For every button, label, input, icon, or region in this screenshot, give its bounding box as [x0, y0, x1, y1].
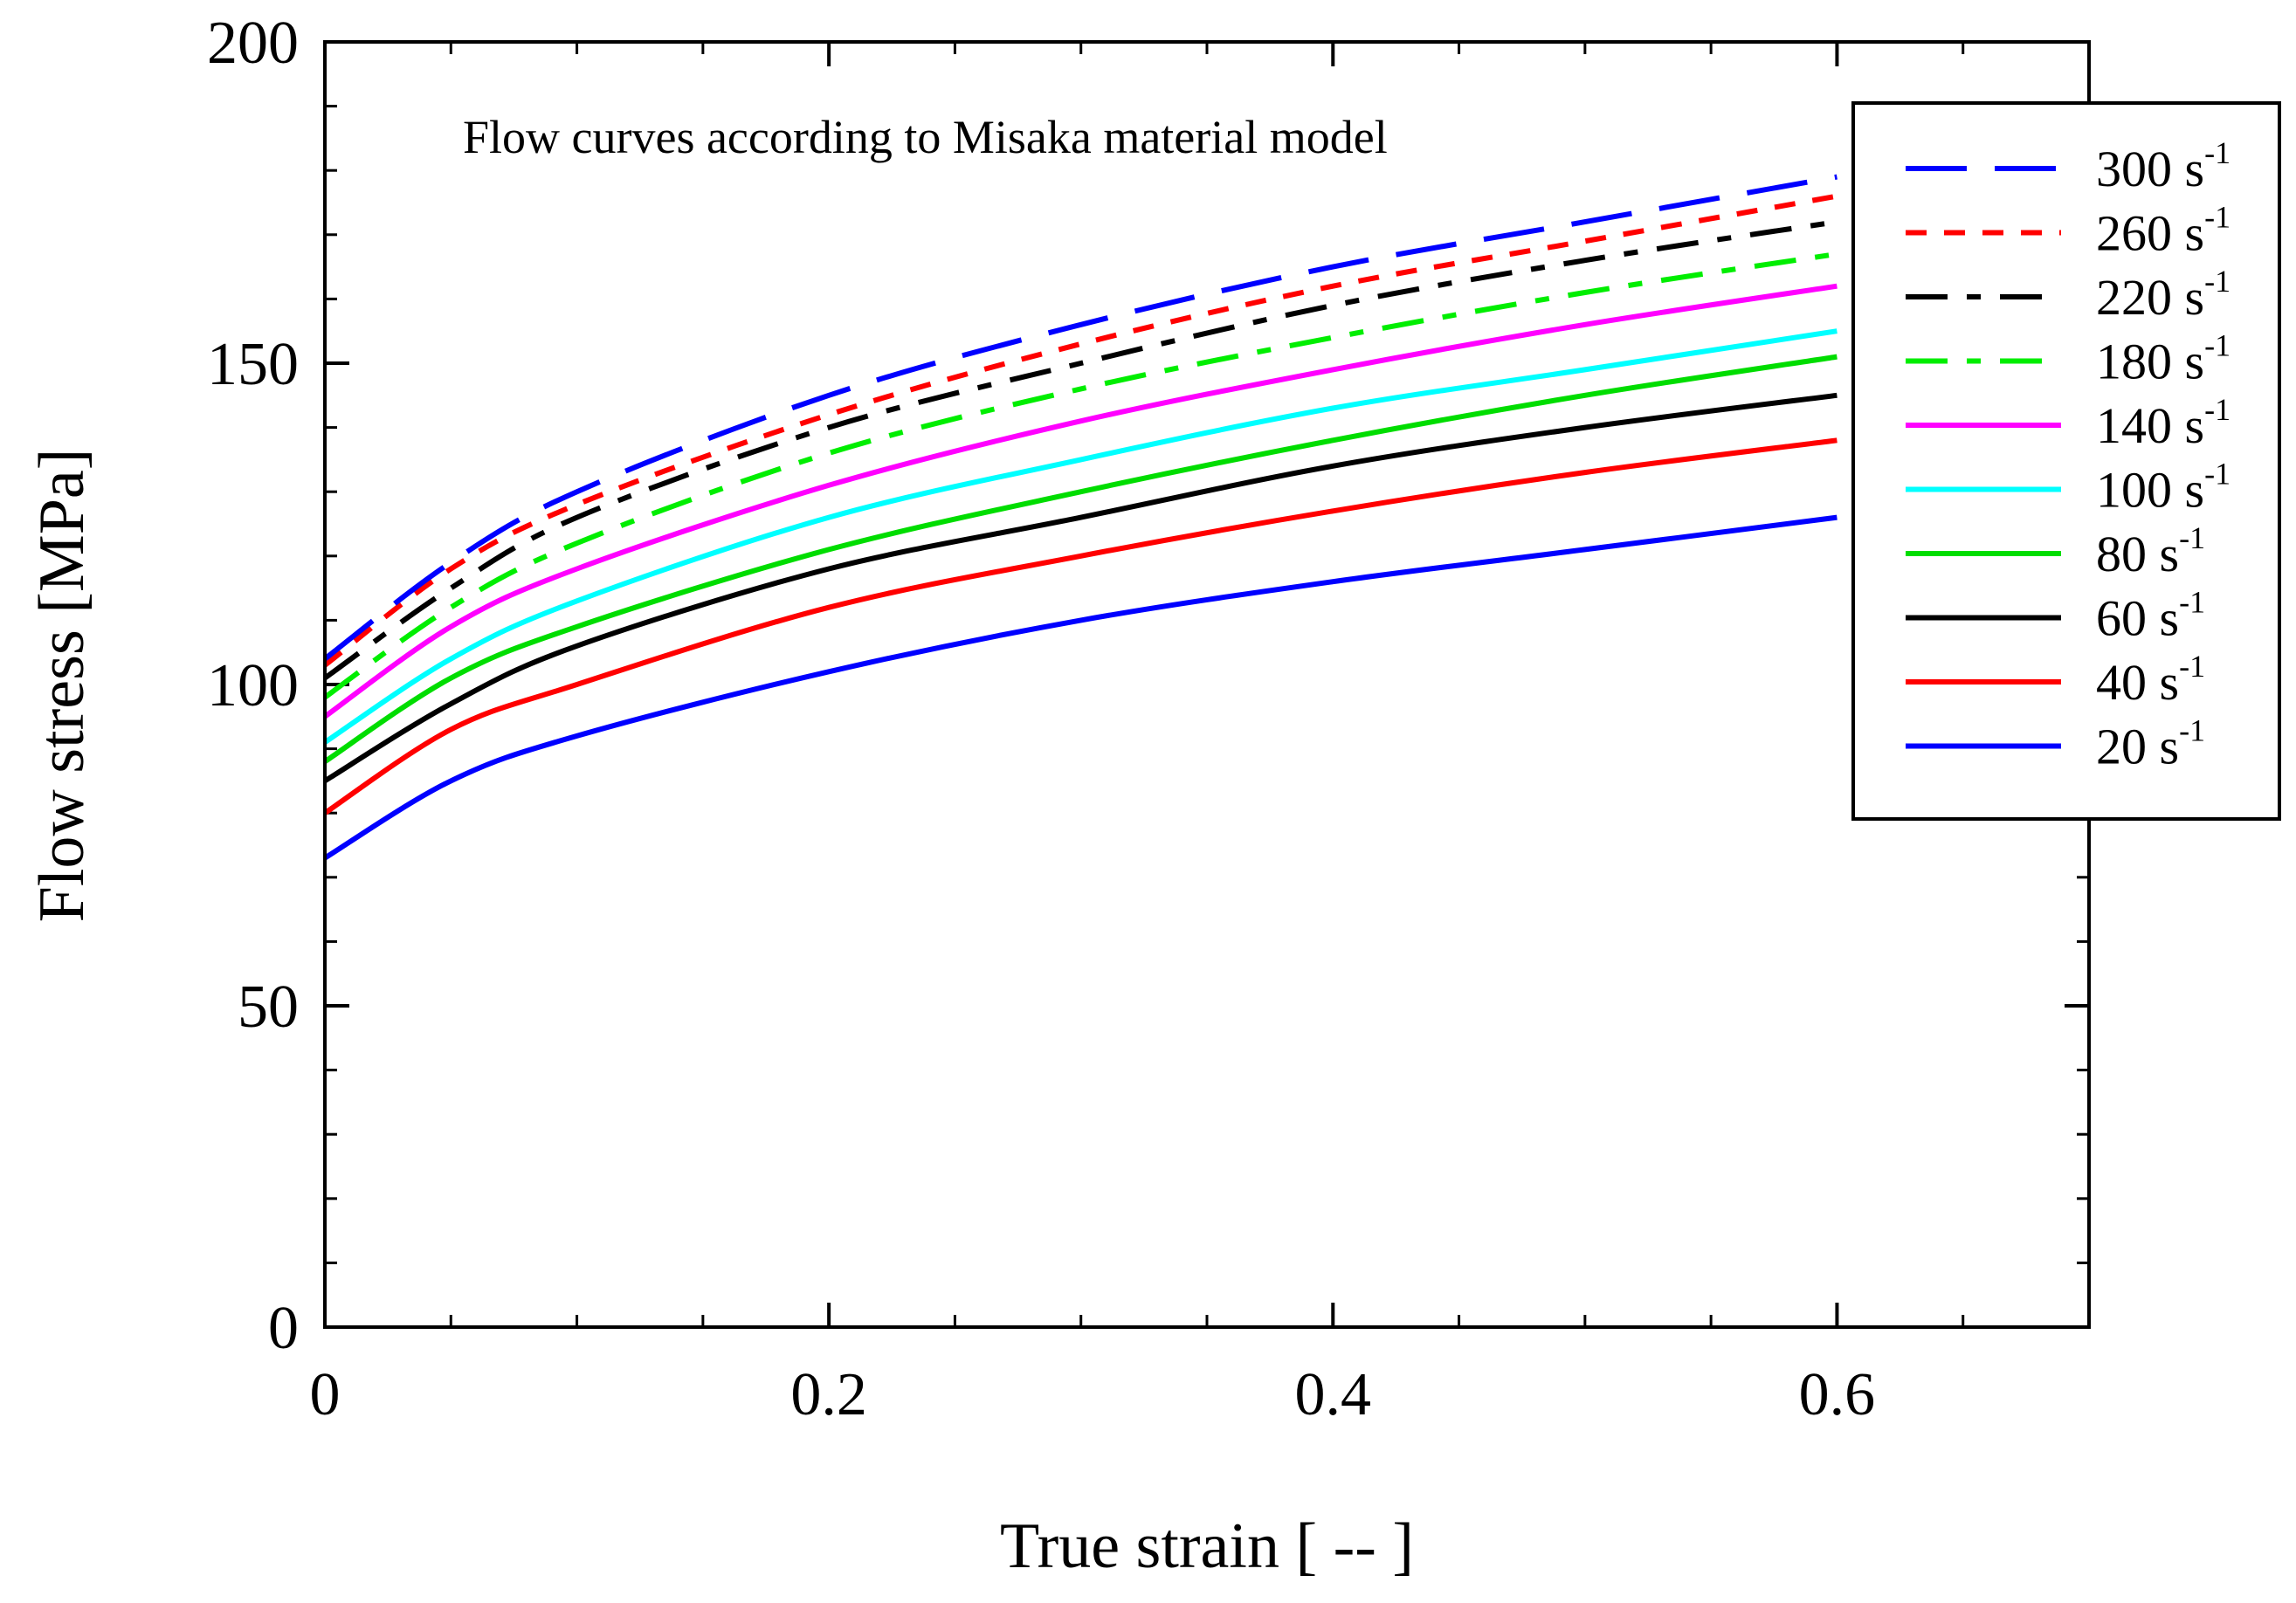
series-line-100	[323, 328, 1837, 745]
y-tick-label: 50	[238, 973, 299, 1041]
x-axis-title: True strain [ -- ]	[1000, 1510, 1414, 1582]
legend-label-100: 100 s-1	[2096, 457, 2230, 519]
y-axis-title: Flow stress [MPa]	[26, 449, 98, 923]
legend-box	[1851, 101, 2281, 821]
legend-label-180: 180 s-1	[2096, 328, 2230, 390]
y-tick-label: 200	[207, 10, 299, 77]
series-line-140	[323, 283, 1837, 719]
series-line-220	[323, 219, 1837, 681]
series-line-60	[323, 392, 1837, 783]
legend-label-300: 300 s-1	[2096, 135, 2230, 197]
legend-label-80: 80 s-1	[2096, 520, 2205, 582]
legend-label-220: 220 s-1	[2096, 264, 2230, 326]
x-tick-label: 0.6	[1799, 1361, 1876, 1428]
x-tick-label: 0.4	[1295, 1361, 1372, 1428]
legend-label-140: 140 s-1	[2096, 392, 2230, 454]
y-tick-labels: 0 50 100 150 200	[207, 10, 299, 1362]
y-tick-label: 100	[207, 652, 299, 719]
series-line-80	[323, 354, 1837, 764]
series-line-260	[323, 193, 1837, 668]
series-line-40	[323, 437, 1837, 815]
chart-title: Flow curves according to Misaka material…	[463, 111, 1388, 163]
x-tick-label: 0.2	[790, 1361, 867, 1428]
series-line-300	[323, 174, 1837, 661]
series-line-20	[323, 514, 1837, 861]
x-tick-labels: 0 0.2 0.4 0.6	[310, 1361, 1876, 1428]
legend-label-40: 40 s-1	[2096, 649, 2205, 711]
y-tick-label: 0	[268, 1295, 299, 1362]
legend-label-260: 260 s-1	[2096, 200, 2230, 262]
x-tick-label: 0	[310, 1361, 341, 1428]
y-tick-label: 150	[207, 331, 299, 398]
legend-label-60: 60 s-1	[2096, 585, 2205, 647]
legend-label-20: 20 s-1	[2096, 713, 2205, 775]
series-lines	[323, 174, 1837, 861]
series-line-180	[323, 251, 1837, 700]
